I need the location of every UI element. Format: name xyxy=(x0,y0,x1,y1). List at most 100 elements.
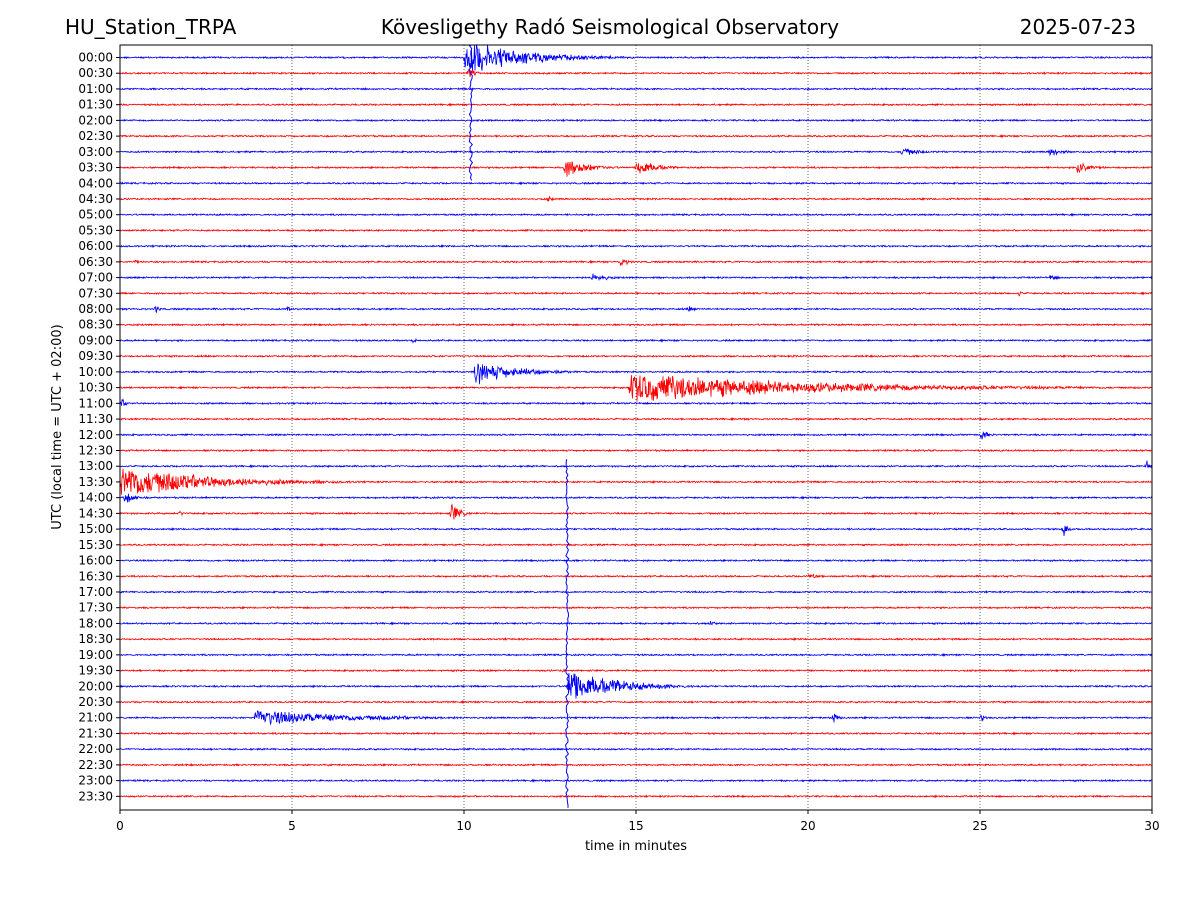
trace-1930 xyxy=(119,668,1153,673)
y-axis-label: UTC (local time = UTC + 02:00) xyxy=(50,324,65,529)
trace-1730 xyxy=(119,605,1153,610)
trace-0030 xyxy=(119,68,1153,77)
trace-1500 xyxy=(119,525,1153,537)
ytick-label-1300: 13:00 xyxy=(78,459,113,473)
ytick-label-1430: 14:30 xyxy=(78,506,113,520)
ytick-label-2000: 20:00 xyxy=(78,679,113,693)
trace-0100 xyxy=(119,86,1153,91)
ytick-label-1200: 12:00 xyxy=(78,428,113,442)
trace-0430 xyxy=(119,195,1152,202)
trace-0630 xyxy=(119,259,1153,267)
trace-0200 xyxy=(119,118,1153,123)
trace-0830 xyxy=(119,322,1153,327)
xtick-label-2: 10 xyxy=(456,819,471,833)
ytick-label-1230: 12:30 xyxy=(78,444,113,458)
ytick-label-1330: 13:30 xyxy=(78,475,113,489)
trace-1700 xyxy=(119,589,1153,594)
trace-1400 xyxy=(119,493,1153,503)
trace-0530 xyxy=(119,228,1153,233)
trace-0300 xyxy=(119,147,1153,157)
trace-2300 xyxy=(119,778,1153,783)
ytick-label-0300: 03:00 xyxy=(78,145,113,159)
x-axis-label: time in minutes xyxy=(585,839,687,854)
ytick-label-1030: 10:30 xyxy=(78,381,113,395)
seismic-traces xyxy=(119,44,1153,808)
trace-1300 xyxy=(119,460,1153,469)
ytick-label-1700: 17:00 xyxy=(78,585,113,599)
xtick-label-4: 20 xyxy=(800,819,815,833)
x-axis-ticks: 0 5 10 15 20 25 30 xyxy=(116,810,1160,833)
trace-0930 xyxy=(119,354,1153,359)
trace-1000 xyxy=(119,363,1153,385)
ytick-label-0630: 06:30 xyxy=(78,255,113,269)
trace-1200 xyxy=(119,431,1153,440)
ytick-label-1930: 19:30 xyxy=(78,664,113,678)
ytick-label-0530: 05:30 xyxy=(78,223,113,237)
ytick-label-0030: 00:30 xyxy=(78,66,113,80)
ytick-label-2300: 23:00 xyxy=(78,774,113,788)
trace-2030 xyxy=(119,700,1153,705)
trace-0230 xyxy=(119,134,1153,139)
trace-1530 xyxy=(119,542,1153,547)
trace-1900 xyxy=(119,652,1153,658)
trace-2000 xyxy=(119,672,1153,699)
ytick-label-1600: 16:00 xyxy=(78,554,113,568)
ytick-label-1130: 11:30 xyxy=(78,412,113,426)
xtick-label-0: 0 xyxy=(116,819,124,833)
trace-0500 xyxy=(119,212,1153,217)
ytick-label-1000: 10:00 xyxy=(78,365,113,379)
trace-1830 xyxy=(119,637,1153,642)
chart-title: Kövesligethy Radó Seismological Observat… xyxy=(380,15,840,39)
ytick-label-0230: 02:30 xyxy=(78,129,113,143)
trace-1330 xyxy=(119,468,1153,495)
chart-date: 2025-07-23 xyxy=(1019,15,1136,39)
ytick-label-0500: 05:00 xyxy=(78,208,113,222)
trace-1630 xyxy=(119,573,1153,579)
vertical-gridlines xyxy=(291,45,981,810)
xtick-label-6: 30 xyxy=(1144,819,1159,833)
trace-0900 xyxy=(119,337,1153,344)
ytick-label-0730: 07:30 xyxy=(78,286,113,300)
trace-2130 xyxy=(119,731,1153,736)
ytick-label-2230: 22:30 xyxy=(78,758,113,772)
trace-1230 xyxy=(119,448,1153,453)
trace-1800 xyxy=(119,620,1153,626)
ytick-label-0000: 00:00 xyxy=(78,51,113,65)
xtick-label-3: 15 xyxy=(628,819,643,833)
trace-0330 xyxy=(119,161,1153,177)
ytick-label-1730: 17:30 xyxy=(78,601,113,615)
trace-0800 xyxy=(119,305,1153,314)
trace-0000 xyxy=(119,44,1153,71)
ytick-label-0430: 04:30 xyxy=(78,192,113,206)
trace-0700 xyxy=(119,273,1153,282)
trace-2100 xyxy=(119,710,1153,726)
ytick-label-0700: 07:00 xyxy=(78,271,113,285)
ytick-label-2330: 23:30 xyxy=(78,789,113,803)
trace-0730 xyxy=(119,290,1153,297)
ytick-label-2030: 20:30 xyxy=(78,695,113,709)
ytick-label-1500: 15:00 xyxy=(78,522,113,536)
ytick-label-1630: 16:30 xyxy=(78,569,113,583)
ytick-label-0330: 03:30 xyxy=(78,161,113,175)
ytick-label-0900: 09:00 xyxy=(78,333,113,347)
ytick-label-2200: 22:00 xyxy=(78,742,113,756)
station-name: HU_Station_TRPA xyxy=(65,15,237,39)
ytick-label-0930: 09:30 xyxy=(78,349,113,363)
ytick-label-2130: 21:30 xyxy=(78,726,113,740)
trace-1600 xyxy=(119,558,1153,563)
spike-0000 xyxy=(468,45,474,181)
trace-1100 xyxy=(119,398,1153,406)
ytick-label-1100: 11:00 xyxy=(78,396,113,410)
ytick-label-0600: 06:00 xyxy=(78,239,113,253)
ytick-label-1830: 18:30 xyxy=(78,632,113,646)
trace-2230 xyxy=(119,763,1153,767)
ytick-label-0130: 01:30 xyxy=(78,98,113,112)
trace-0400 xyxy=(120,181,1153,186)
ytick-label-0800: 08:00 xyxy=(78,302,113,316)
ytick-label-2100: 21:00 xyxy=(78,711,113,725)
ytick-label-1800: 18:00 xyxy=(78,616,113,630)
ytick-label-1900: 19:00 xyxy=(78,648,113,662)
spike-2000 xyxy=(564,459,570,808)
